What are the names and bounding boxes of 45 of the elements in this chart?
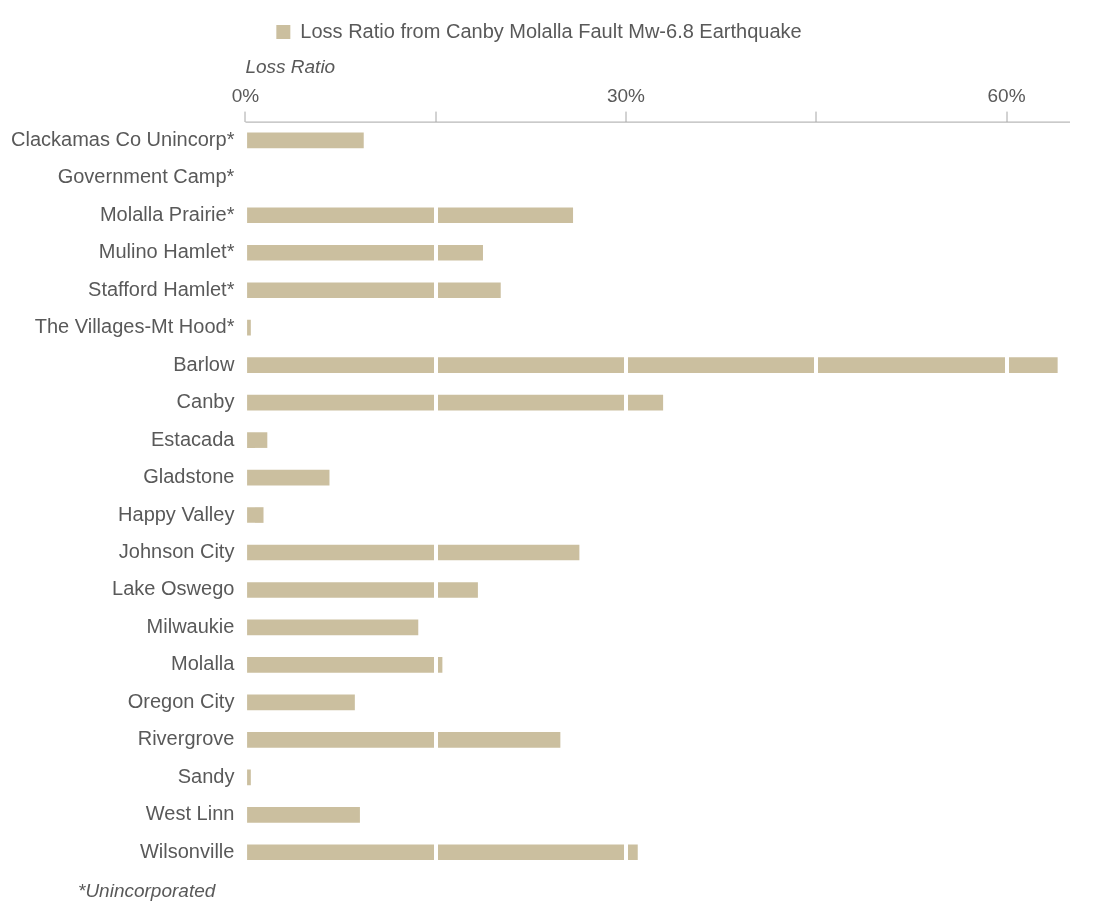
bar <box>247 394 664 411</box>
bar <box>247 844 638 861</box>
x-axis-title: Loss Ratio <box>245 55 336 77</box>
bar <box>247 544 580 561</box>
bar <box>247 282 501 299</box>
bar <box>247 694 355 711</box>
y-tick-label: Happy Valley <box>118 502 235 525</box>
bar <box>247 244 483 261</box>
y-tick-label: Clackamas Co Unincorp* <box>11 127 235 150</box>
y-tick-label: Sandy <box>177 764 235 787</box>
y-tick-label: Wilsonville <box>139 839 235 862</box>
y-tick-label: Johnson City <box>118 540 235 563</box>
y-tick-label: Lake Oswego <box>112 577 235 600</box>
bar <box>247 357 1058 373</box>
bar <box>247 769 251 786</box>
y-tick-label: Oregon City <box>127 689 235 712</box>
bar <box>247 619 419 636</box>
bar <box>247 806 360 823</box>
y-tick-label: Barlow <box>173 352 235 375</box>
y-tick-label: Gladstone <box>143 465 235 488</box>
x-tick-label: 30% <box>606 85 646 107</box>
legend-label: Loss Ratio from Canby Molalla Fault Mw-6.8 Earthquake <box>300 19 802 42</box>
bar <box>247 319 251 336</box>
y-tick-label: Government Camp* <box>57 165 235 188</box>
x-tick-label: 60% <box>987 85 1026 107</box>
y-tick-label: Mulino Hamlet* <box>98 240 235 263</box>
x-tick-label: 0% <box>231 85 260 107</box>
text: *Unincorporated <box>78 879 217 901</box>
bar <box>247 469 330 486</box>
bar <box>247 207 574 224</box>
bar <box>247 132 364 149</box>
y-tick-label: Molalla Prairie* <box>99 202 235 225</box>
y-tick-label: Stafford Hamlet* <box>88 277 235 300</box>
bar <box>247 507 264 523</box>
bar <box>247 657 443 673</box>
y-tick-label: Rivergrove <box>137 727 235 750</box>
bar <box>247 582 478 598</box>
y-tick-label: Molalla <box>171 652 236 675</box>
bar <box>247 432 268 448</box>
y-tick-label: Canby <box>176 390 235 413</box>
y-tick-label: The Villages-Mt Hood* <box>34 315 235 338</box>
y-tick-label: Estacada <box>151 427 236 450</box>
y-tick-label: Milwaukie <box>146 614 235 637</box>
bar <box>247 732 561 748</box>
y-tick-label: West Linn <box>145 802 235 825</box>
